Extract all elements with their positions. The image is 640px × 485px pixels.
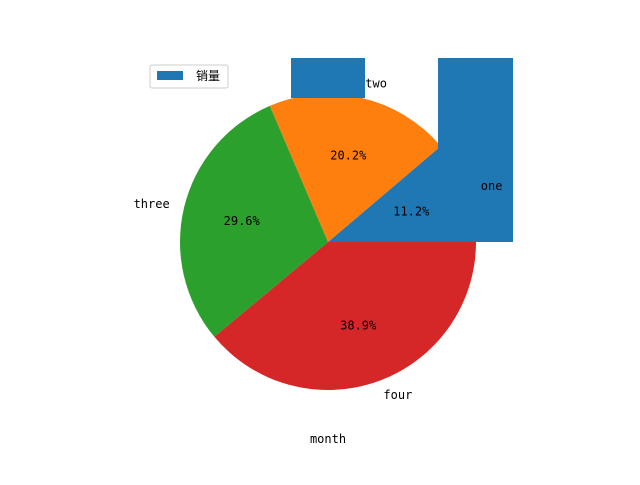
slice-label-four: four: [383, 388, 412, 402]
percent-label-two: 20.2%: [330, 149, 367, 163]
slice-label-two: two: [365, 77, 387, 91]
slice-label-one: one: [481, 179, 503, 193]
labels-layer: one 11.2% two 20.2% three 29.6% four 38.9%: [134, 77, 503, 403]
x-axis-label: month: [310, 432, 346, 446]
percent-label-three: 29.6%: [224, 214, 261, 228]
slice-label-three: three: [134, 197, 170, 211]
pie-slice-two: [269, 94, 441, 243]
pie-slice-three: [179, 105, 328, 337]
legend-swatch: [157, 71, 183, 80]
legend: 销量: [149, 64, 229, 89]
pie-slice-four: [214, 242, 476, 391]
percent-label-one: 11.2%: [393, 204, 430, 218]
legend-frame: [149, 64, 229, 89]
overlay-bar-2: [438, 58, 513, 242]
legend-entry: 销量: [196, 69, 220, 83]
slices-layer: [179, 58, 513, 391]
overlay-bar-1: [291, 58, 365, 98]
percent-label-four: 38.9%: [340, 319, 377, 333]
